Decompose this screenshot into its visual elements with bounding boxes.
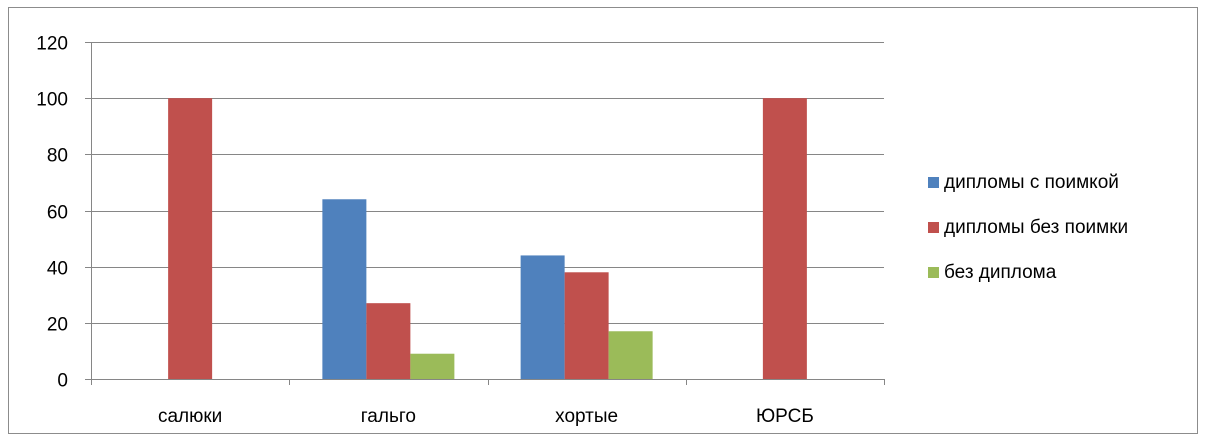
bar-3-2 <box>410 353 455 379</box>
legend-swatch-series-3 <box>928 267 939 278</box>
legend: дипломы с поимкой дипломы без поимки без… <box>928 168 1128 303</box>
y-tick-label: 120 <box>36 34 68 55</box>
x-tick-label: хортые <box>555 406 618 427</box>
legend-swatch-series-2 <box>928 222 939 233</box>
bar-2-2 <box>366 303 411 379</box>
y-tick-label: 20 <box>47 315 68 336</box>
y-tick-label: 80 <box>47 146 68 167</box>
x-tick-label: ЮРСБ <box>756 406 814 427</box>
bar-1-2 <box>322 199 367 379</box>
x-tick-labels: салюки гальго хортые ЮРСБ <box>158 406 814 427</box>
bar-1-3 <box>520 255 565 379</box>
legend-label-series-2: дипломы без поимки <box>944 216 1129 238</box>
bar-2-3 <box>564 272 609 379</box>
bar-2-1 <box>168 98 213 380</box>
legend-item-series-2: дипломы без поимки <box>928 213 1128 242</box>
x-tick-label: гальго <box>361 406 416 427</box>
gridlines <box>85 42 884 380</box>
legend-item-series-1: дипломы с поимкой <box>928 168 1128 197</box>
axes <box>91 42 885 385</box>
y-tick-label: 40 <box>47 259 68 280</box>
bar-2-4 <box>762 98 807 380</box>
legend-item-series-3: без диплома <box>928 258 1128 287</box>
y-tick-label: 0 <box>57 371 68 392</box>
y-tick-label: 60 <box>47 203 68 224</box>
y-tick-label: 100 <box>36 90 68 111</box>
legend-swatch-series-1 <box>928 177 939 188</box>
y-tick-labels: 0 20 40 60 80 100 120 <box>36 34 68 392</box>
bars <box>168 98 807 380</box>
x-tick-label: салюки <box>158 406 222 427</box>
bar-3-3 <box>608 331 653 379</box>
legend-label-series-1: дипломы с поимкой <box>944 171 1119 193</box>
legend-label-series-3: без диплома <box>944 261 1057 283</box>
